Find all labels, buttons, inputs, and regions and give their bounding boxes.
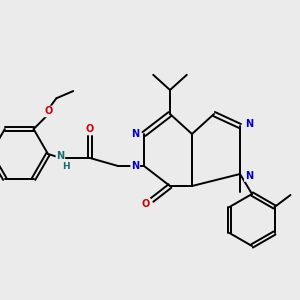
Text: N: N: [245, 119, 253, 129]
Text: H: H: [62, 162, 70, 171]
Text: N: N: [131, 161, 139, 171]
Text: N: N: [56, 152, 64, 161]
Text: N: N: [131, 129, 139, 139]
Text: O: O: [44, 106, 52, 116]
Text: O: O: [142, 199, 150, 209]
Text: N: N: [245, 171, 253, 181]
Text: O: O: [86, 124, 94, 134]
